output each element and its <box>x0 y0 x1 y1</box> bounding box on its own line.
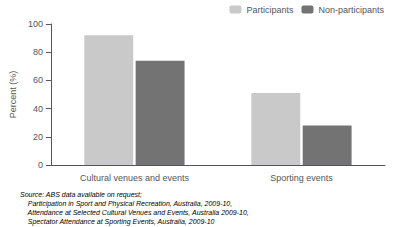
svg-text:80: 80 <box>33 47 43 57</box>
svg-text:60: 60 <box>33 75 43 85</box>
svg-text:Sporting events: Sporting events <box>270 173 333 183</box>
svg-text:Source: ABS data available on: Source: ABS data available on request; <box>20 191 142 199</box>
svg-text:100: 100 <box>28 19 43 29</box>
svg-text:Participants: Participants <box>246 5 294 15</box>
svg-text:0: 0 <box>38 160 43 170</box>
svg-text:Non-participants: Non-participants <box>318 5 384 15</box>
svg-text:20: 20 <box>33 132 43 142</box>
svg-text:Cultural venues and events: Cultural venues and events <box>80 173 190 183</box>
svg-text:Participation in Sport and Phy: Participation in Sport and Physical Recr… <box>20 200 232 208</box>
svg-text:Percent (%): Percent (%) <box>8 71 18 119</box>
svg-text:40: 40 <box>33 104 43 114</box>
svg-text:Spectator Attendance at Sporti: Spectator Attendance at Sporting Events,… <box>20 218 215 226</box>
svg-text:Attendance at Selected Cultura: Attendance at Selected Cultural Venues a… <box>20 209 249 216</box>
